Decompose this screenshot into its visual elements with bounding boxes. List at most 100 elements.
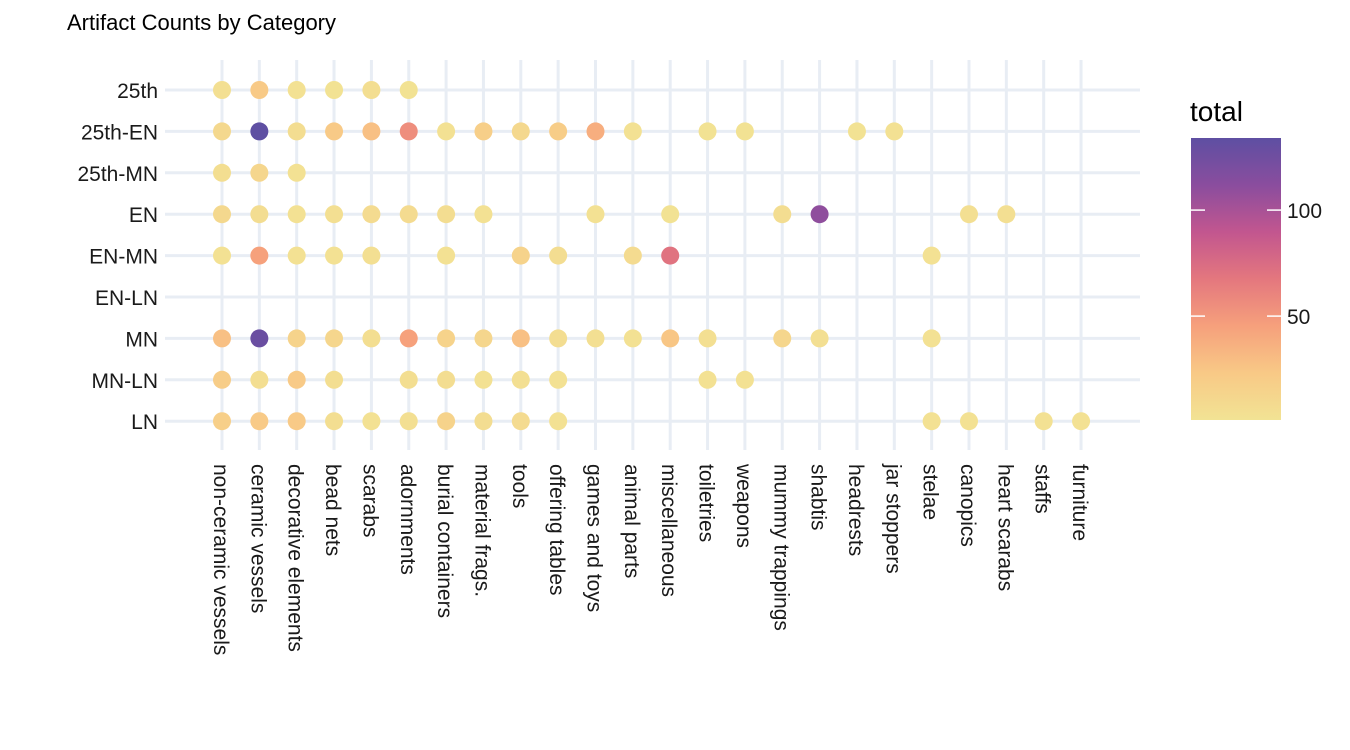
- data-point: [287, 163, 306, 182]
- data-point: [362, 122, 381, 141]
- y-axis-tick-labels: 25th 25th-EN 25th-MN EN EN-MN EN-LN MN MN-LN LN: [77, 80, 158, 434]
- data-point: [586, 329, 605, 348]
- x-tick-label: stelae: [919, 464, 942, 520]
- data-point: [623, 329, 642, 348]
- data-point: [213, 205, 231, 224]
- x-tick-label: bead nets: [321, 464, 344, 556]
- data-point: [661, 246, 680, 265]
- data-point: [213, 412, 231, 431]
- data-point: [399, 81, 418, 99]
- data-point: [661, 329, 680, 348]
- data-point: [362, 81, 381, 99]
- data-point: [399, 370, 418, 389]
- color-legend: total 50 100: [1190, 96, 1322, 420]
- x-tick-label: ceramic vessels: [246, 464, 269, 613]
- data-point: [250, 370, 269, 389]
- y-tick-label: 25th-EN: [81, 121, 158, 144]
- data-point: [250, 205, 269, 224]
- x-tick-label: staffs: [1031, 464, 1054, 514]
- y-tick-label: LN: [131, 411, 158, 434]
- data-point: [474, 205, 493, 224]
- data-point: [250, 329, 269, 348]
- x-tick-label: non-ceramic vessels: [209, 464, 232, 655]
- y-tick-label: 25th-MN: [77, 163, 158, 186]
- data-point: [773, 329, 792, 348]
- legend-ticks: 50 100: [1191, 200, 1322, 329]
- data-point: [250, 412, 269, 431]
- data-point: [325, 122, 344, 141]
- data-point: [325, 246, 344, 265]
- data-point: [474, 370, 493, 389]
- data-point: [549, 122, 568, 141]
- x-tick-label: toiletries: [695, 464, 718, 542]
- data-point: [885, 122, 904, 141]
- x-tick-label: furniture: [1068, 464, 1091, 541]
- data-point: [287, 122, 306, 141]
- y-tick-label: MN: [125, 328, 158, 351]
- data-point: [847, 122, 866, 141]
- y-tick-label: 25th: [117, 80, 158, 103]
- x-tick-label: animal parts: [620, 464, 643, 578]
- data-point: [922, 246, 941, 265]
- data-point: [511, 370, 530, 389]
- data-point: [325, 370, 344, 389]
- data-point: [325, 329, 344, 348]
- data-point: [511, 329, 530, 348]
- data-point: [511, 246, 530, 265]
- data-point: [698, 329, 717, 348]
- x-tick-label: heart scarabs: [993, 464, 1016, 591]
- data-point: [213, 122, 231, 141]
- data-point: [399, 205, 418, 224]
- data-point: [511, 122, 530, 141]
- data-point: [362, 329, 381, 348]
- y-tick-label: EN-LN: [95, 287, 158, 310]
- legend-title: total: [1190, 96, 1243, 127]
- grid-lines: [165, 60, 1140, 450]
- data-point: [213, 163, 231, 182]
- data-point: [437, 329, 456, 348]
- data-point: [474, 412, 493, 431]
- x-tick-label: decorative elements: [284, 464, 307, 652]
- data-point: [922, 412, 941, 431]
- data-point: [399, 412, 418, 431]
- data-point: [287, 205, 306, 224]
- data-point: [437, 412, 456, 431]
- data-point: [250, 246, 269, 265]
- x-tick-label: canopics: [956, 464, 979, 547]
- data-point: [549, 412, 568, 431]
- data-point: [735, 122, 754, 141]
- data-point: [623, 122, 642, 141]
- data-point: [549, 329, 568, 348]
- data-point: [1072, 412, 1091, 431]
- data-point: [287, 370, 306, 389]
- data-point: [213, 370, 231, 389]
- x-tick-label: offering tables: [545, 464, 568, 596]
- data-point: [997, 205, 1016, 224]
- data-point: [586, 205, 605, 224]
- data-point: [250, 163, 269, 182]
- data-point: [735, 370, 754, 389]
- data-point: [437, 122, 456, 141]
- data-point: [325, 412, 344, 431]
- x-tick-label: shabtis: [807, 464, 830, 531]
- data-point: [213, 246, 231, 265]
- y-tick-label: EN: [129, 204, 158, 227]
- data-point: [437, 370, 456, 389]
- data-point: [213, 81, 231, 99]
- x-tick-label: material frags.: [470, 464, 493, 597]
- data-point: [250, 122, 269, 141]
- data-point: [362, 412, 381, 431]
- data-point: [960, 205, 978, 224]
- data-point: [810, 205, 829, 224]
- chart-title: Artifact Counts by Category: [67, 10, 336, 35]
- data-point: [586, 122, 605, 141]
- data-point: [287, 81, 306, 99]
- x-tick-label: scarabs: [358, 464, 381, 538]
- data-point: [661, 205, 680, 224]
- x-tick-label: miscellaneous: [657, 464, 680, 597]
- data-point: [250, 81, 269, 99]
- data-points: [213, 81, 1091, 431]
- data-point: [287, 246, 306, 265]
- data-point: [437, 246, 456, 265]
